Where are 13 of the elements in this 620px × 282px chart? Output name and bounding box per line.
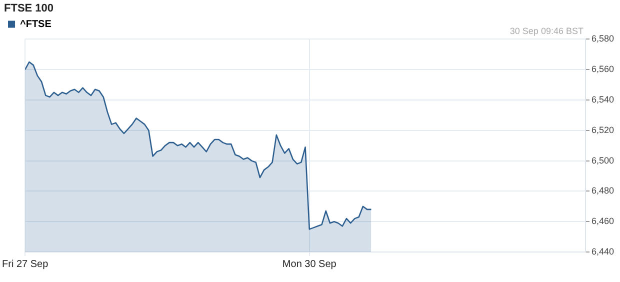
y-tick-label: 6,480: [591, 186, 614, 196]
text: 30 Sep 09:46 BST: [510, 26, 584, 36]
legend-label: ^FTSE: [20, 18, 52, 30]
y-tick-label: 6,460: [591, 216, 614, 226]
x-tick-label: Fri 27 Sep: [2, 258, 49, 270]
chart-title: FTSE 100: [4, 2, 54, 15]
y-tick-label: 6,440: [591, 246, 614, 256]
y-tick-label: 6,500: [591, 155, 614, 166]
y-tick-label: 6,560: [591, 64, 614, 74]
y-tick-label: 6,580: [591, 34, 614, 44]
x-tick-label: Mon 30 Sep: [282, 258, 337, 270]
y-tick-label: 6,540: [591, 94, 614, 104]
y-tick-label: 6,520: [591, 124, 614, 135]
